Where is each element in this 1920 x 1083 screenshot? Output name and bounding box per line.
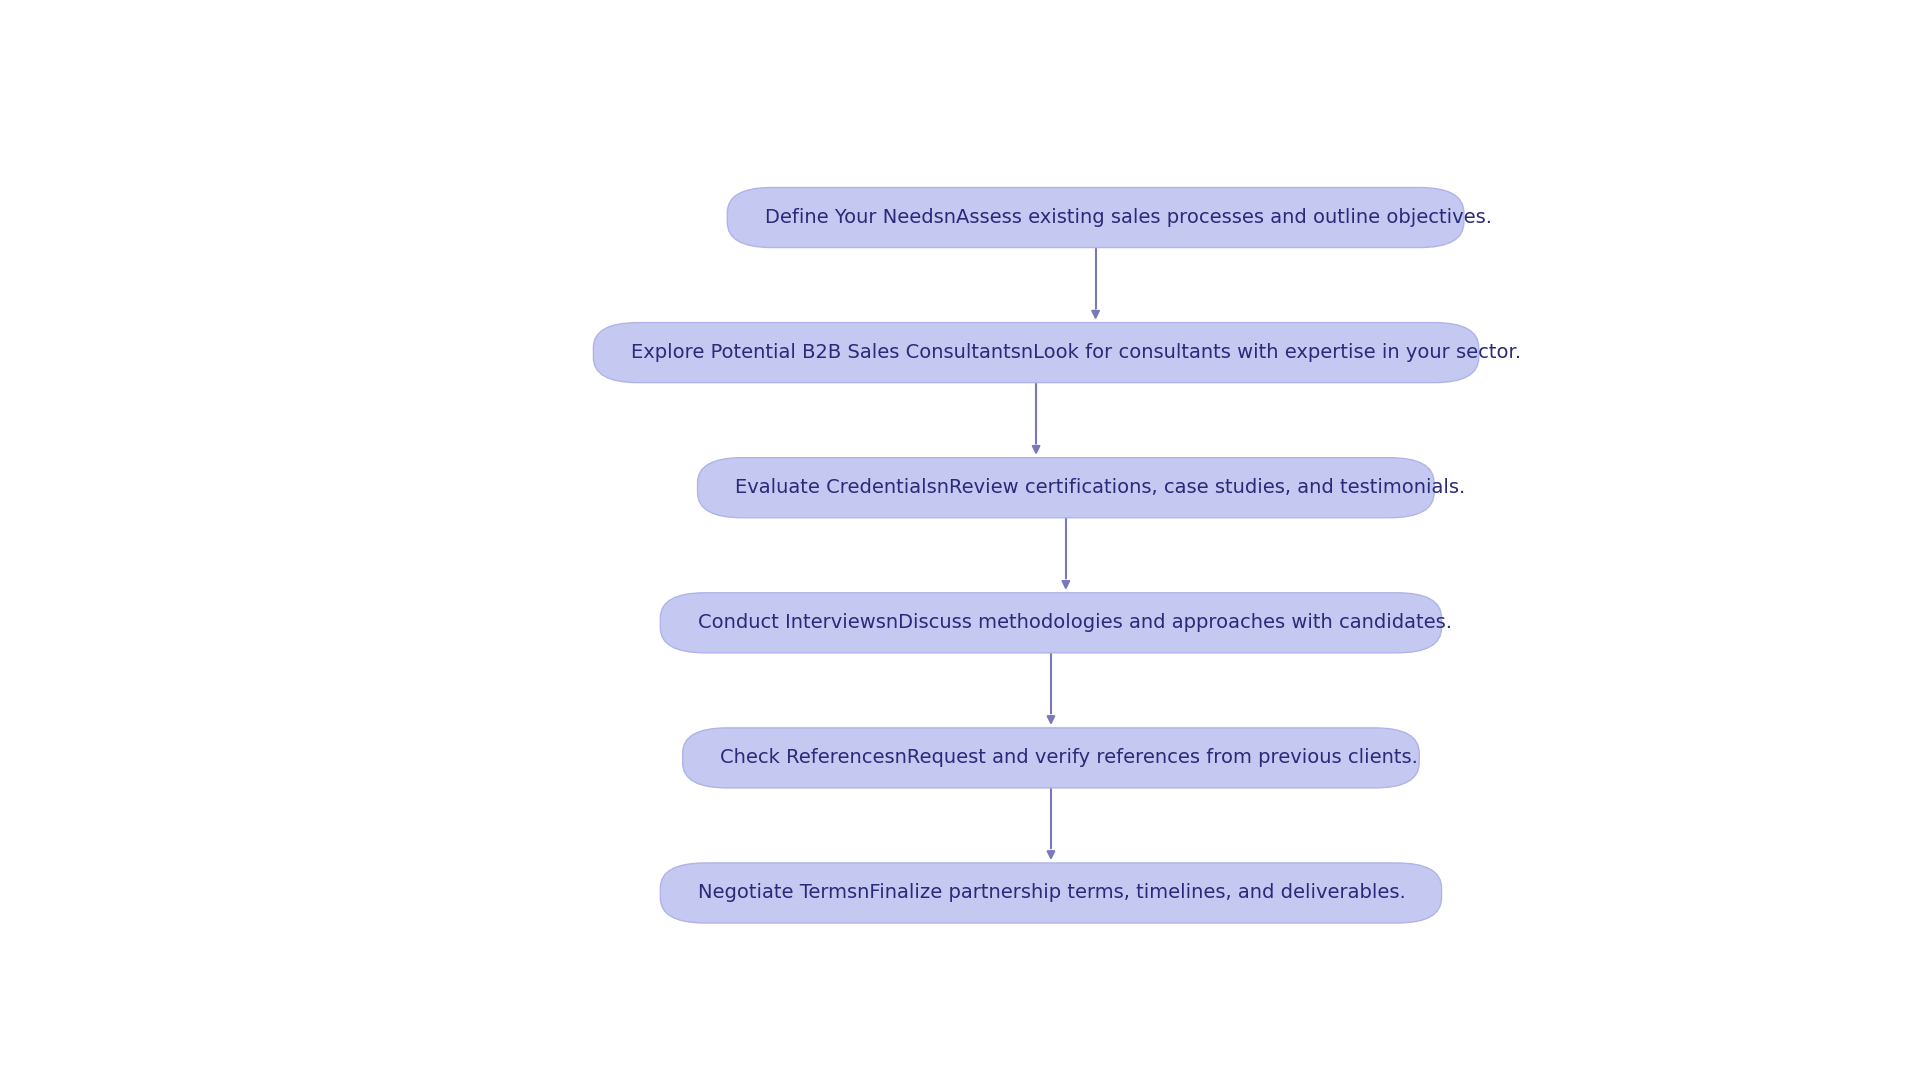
Text: Explore Potential B2B Sales ConsultantsnLook for consultants with expertise in y: Explore Potential B2B Sales Consultantsn… [630,343,1521,362]
Text: Negotiate TermsnFinalize partnership terms, timelines, and deliverables.: Negotiate TermsnFinalize partnership ter… [697,884,1405,902]
FancyBboxPatch shape [728,187,1463,248]
FancyBboxPatch shape [660,592,1442,653]
Text: Conduct InterviewsnDiscuss methodologies and approaches with candidates.: Conduct InterviewsnDiscuss methodologies… [697,613,1452,632]
Text: Define Your NeedsnAssess existing sales processes and outline objectives.: Define Your NeedsnAssess existing sales … [764,208,1492,227]
Text: Evaluate CredentialsnReview certifications, case studies, and testimonials.: Evaluate CredentialsnReview certificatio… [735,479,1465,497]
Text: Check ReferencesnRequest and verify references from previous clients.: Check ReferencesnRequest and verify refe… [720,748,1417,768]
FancyBboxPatch shape [593,323,1478,382]
FancyBboxPatch shape [660,863,1442,923]
FancyBboxPatch shape [684,728,1419,788]
FancyBboxPatch shape [697,458,1434,518]
